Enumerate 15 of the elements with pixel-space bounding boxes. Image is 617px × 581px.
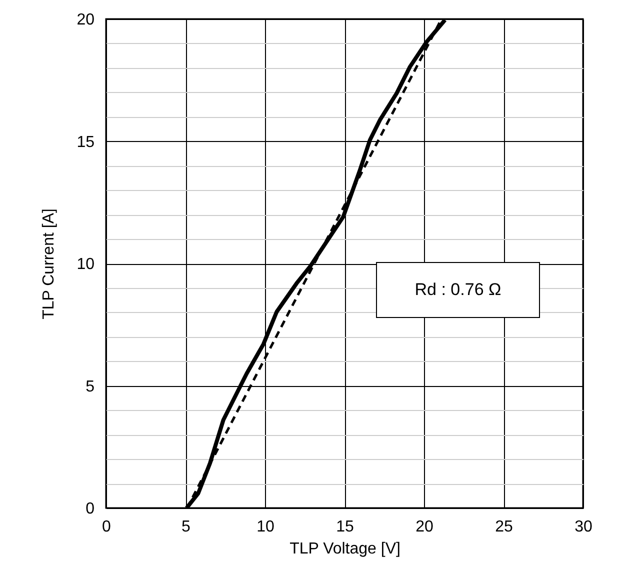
x-tick-label: 20	[416, 518, 434, 536]
label-box: Rd : 0.76 Ω	[376, 262, 540, 318]
x-tick-label: 0	[102, 518, 112, 536]
y-axis-title: TLP Current [A]	[40, 208, 58, 320]
x-tick-label: 25	[495, 518, 513, 536]
x-tick-label: 5	[182, 518, 191, 536]
y-tick-label: 5	[86, 378, 95, 396]
x-axis-title: TLP Voltage [V]	[290, 540, 400, 558]
x-tick-label: 10	[256, 518, 274, 536]
x-tick-label: 30	[574, 518, 592, 536]
y-tick-label: 20	[76, 12, 95, 28]
x-tick-label: 15	[336, 518, 354, 536]
y-tick-label: 10	[76, 256, 95, 273]
y-tick-label: 15	[76, 134, 95, 151]
y-tick-label: 0	[86, 500, 95, 518]
